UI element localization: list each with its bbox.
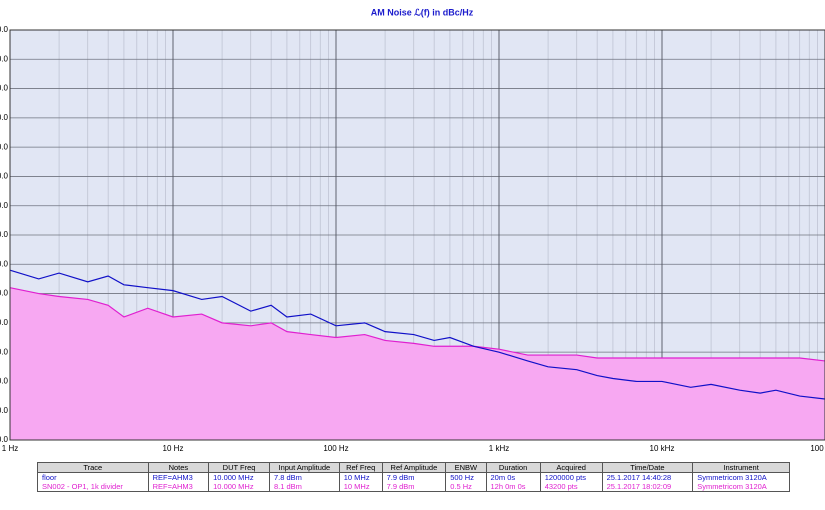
table-header: Time/Date: [601, 462, 694, 473]
area: [10, 287, 825, 440]
plot-border: [9, 29, 825, 441]
x-tick-label: 100 Hz: [323, 444, 348, 453]
table-header: Acquired: [539, 462, 603, 473]
y-tick-label: -160.0: [0, 406, 9, 415]
table-cell: 10 MHz: [338, 472, 383, 482]
table-cell: Symmetricom 3120A: [692, 482, 790, 492]
y-tick-label: -70.0: [0, 142, 9, 151]
table-cell: 25.1.2017 14:40:28: [601, 472, 694, 482]
y-tick-label: -40.0: [0, 54, 9, 63]
x-tick-label: 10 kHz: [650, 444, 675, 453]
table-cell: 7.9 dBm: [381, 482, 447, 492]
table-cell: 0.5 Hz: [445, 482, 487, 492]
x-tick-label: 10 Hz: [163, 444, 184, 453]
y-tick-label: -120.0: [0, 289, 9, 298]
table-header: Instrument: [692, 462, 790, 473]
line: [9, 287, 825, 362]
table-header: DUT Freq: [208, 462, 270, 473]
table-cell: 8.1 dBm: [268, 482, 340, 492]
table-cell: 10.000 MHz: [208, 472, 270, 482]
chart-title: AM Noise ℒ(f) in dBc/Hz: [371, 7, 474, 17]
line: [9, 269, 825, 400]
y-tick-label: -60.0: [0, 113, 9, 122]
y-tick-label: -150.0: [0, 377, 9, 386]
x-tick-label: 1 Hz: [2, 444, 18, 453]
table-cell: REF=AHM3: [147, 482, 210, 492]
y-tick-label: -30.0: [0, 25, 9, 34]
table-cell: 10.000 MHz: [208, 482, 270, 492]
table-cell: 25.1.2017 18:02:09: [601, 482, 694, 492]
table-header: Notes: [147, 462, 210, 473]
table-cell: Symmetricom 3120A: [692, 472, 790, 482]
table-cell: 20m 0s: [485, 472, 541, 482]
table-cell: 500 Hz: [445, 472, 487, 482]
chart: AM Noise ℒ(f) in dBc/Hz -30.0 -40.0 -50.0 -…: [0, 7, 825, 453]
y-tick-label: -90.0: [0, 201, 9, 210]
table-cell: 7.9 dBm: [381, 472, 447, 482]
y-tick-label: -170.0: [0, 435, 9, 444]
y-tick-label: -130.0: [0, 318, 9, 327]
table-cell: 43200 pts: [539, 482, 603, 492]
table-header: Ref Amplitude: [381, 462, 447, 473]
y-tick-label: -50.0: [0, 84, 9, 93]
table-header: Ref Freq: [338, 462, 383, 473]
table-row: SN002 - OP1, 1k divider REF=AHM3 10.000 MH…: [37, 482, 790, 492]
table-cell: 10 MHz: [338, 482, 383, 492]
table-cell: floor: [37, 472, 149, 482]
y-tick-label: -110.0: [0, 259, 9, 268]
y-tick-label: -80.0: [0, 172, 9, 181]
table-cell: SN002 - OP1, 1k divider: [37, 482, 149, 492]
table-cell: REF=AHM3: [147, 472, 210, 482]
x-tick-label: 1 kHz: [489, 444, 509, 453]
x-tick-label: 100 kHz: [810, 444, 825, 453]
table-header: Duration: [485, 462, 541, 473]
y-tick-label: -100.0: [0, 230, 9, 239]
legend-table: Trace Notes DUT Freq Input Amplitude Ref Fre…: [37, 462, 790, 492]
y-tick-label: -140.0: [0, 347, 9, 356]
table-cell: 12h 0m 0s: [485, 482, 541, 492]
table-cell: 1200000 pts: [539, 472, 603, 482]
table-row: floor REF=AHM3 10.000 MHz 7.8 dBm 10 MHz 7.9 …: [37, 472, 790, 482]
table-header: Trace: [37, 462, 149, 473]
table-cell: 7.8 dBm: [268, 472, 340, 482]
table-header: ENBW: [445, 462, 487, 473]
table-header: Input Amplitude: [268, 462, 340, 473]
